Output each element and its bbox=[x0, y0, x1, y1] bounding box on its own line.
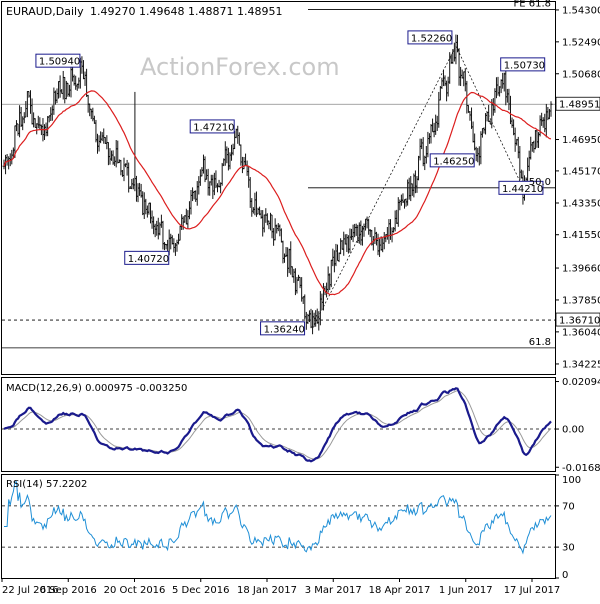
y-tick-label: 1.45170 bbox=[562, 166, 600, 177]
y-tick-label: 1.34225 bbox=[562, 359, 600, 370]
price-chart-title: EURAUD,Daily bbox=[6, 5, 84, 18]
x-tick-label: 22 Jul 2016 bbox=[2, 585, 59, 596]
annotation-box bbox=[498, 180, 544, 195]
macd-panel-frame bbox=[1, 377, 556, 472]
annotation-label: 1.47210 bbox=[193, 122, 234, 133]
annotation-label: 1.46250 bbox=[433, 156, 474, 167]
y-tick-label: 1.54300 bbox=[562, 5, 600, 16]
annotation-label: 1.40720 bbox=[128, 254, 169, 265]
level-label: 50.0 bbox=[529, 177, 551, 188]
y-tick-label: 1.46950 bbox=[562, 135, 600, 146]
annotation-label: 1.50940 bbox=[39, 57, 80, 68]
y-tick-label: 1.39660 bbox=[562, 264, 600, 275]
y-tick-label: 1.37850 bbox=[562, 295, 600, 306]
rsi-tick-label: 100 bbox=[562, 475, 581, 486]
annotation-label: 1.36240 bbox=[264, 324, 305, 335]
x-tick-label: 20 Oct 2016 bbox=[104, 585, 166, 596]
rsi-panel-frame bbox=[1, 474, 556, 579]
last-price-label: 1.48951 bbox=[559, 100, 600, 111]
annotation-label: 1.50730 bbox=[504, 60, 545, 71]
annotation-box bbox=[124, 250, 170, 265]
x-tick-label: 3 Mar 2017 bbox=[305, 585, 362, 596]
rsi-line bbox=[4, 481, 552, 555]
price-panel-frame bbox=[1, 1, 556, 375]
level-box-2 bbox=[555, 312, 600, 327]
annotation-box bbox=[407, 30, 453, 45]
macd-tick-label: -0.016849 bbox=[562, 463, 600, 474]
rsi-label: RSI(14) 57.2202 bbox=[6, 479, 87, 490]
x-tick-label: 1 Jun 2017 bbox=[439, 585, 493, 596]
macd-tick-label: 0.00 bbox=[562, 425, 584, 436]
level-label: 1.36710 bbox=[559, 316, 600, 327]
macd-tick-label: 0.020944 bbox=[562, 377, 600, 388]
y-tick-label: 1.36040 bbox=[562, 327, 600, 338]
projection-line-up bbox=[312, 45, 457, 329]
rsi-tick-label: 0 bbox=[562, 570, 568, 581]
y-tick-label: 1.52490 bbox=[562, 37, 600, 48]
rsi-tick-label: 30 bbox=[562, 543, 575, 554]
watermark: ActionForex.com bbox=[140, 53, 340, 81]
annotation-box bbox=[429, 153, 475, 168]
level-label: 61.8 bbox=[529, 337, 551, 348]
x-tick-label: 18 Jan 2017 bbox=[237, 585, 297, 596]
x-tick-label: 17 Jul 2017 bbox=[504, 585, 561, 596]
moving-average-line bbox=[3, 90, 552, 296]
level-label: FE 61.8 bbox=[513, 0, 551, 10]
macd-line bbox=[3, 387, 552, 463]
y-tick-label: 1.41550 bbox=[562, 230, 600, 241]
macd-label: MACD(12,26,9) 0.000975 -0.003250 bbox=[6, 383, 187, 394]
x-tick-label: 18 Apr 2017 bbox=[369, 585, 431, 596]
annotation-label: 1.44210 bbox=[502, 184, 543, 195]
rsi-tick-label: 70 bbox=[562, 501, 575, 512]
annotation-box bbox=[260, 321, 306, 336]
annotation-box bbox=[189, 119, 235, 134]
y-tick-label: 1.43350 bbox=[562, 198, 600, 209]
last-price-box bbox=[555, 96, 600, 111]
annotation-label: 1.52260 bbox=[411, 33, 452, 44]
annotation-box bbox=[500, 57, 546, 72]
x-tick-label: 5 Dec 2016 bbox=[172, 585, 230, 596]
ohlc-readout: 1.49270 1.49648 1.48871 1.48951 bbox=[90, 5, 282, 18]
y-tick-label: 1.50680 bbox=[562, 69, 600, 80]
annotation-box bbox=[35, 53, 81, 68]
x-tick-label: 6 Sep 2016 bbox=[40, 585, 97, 596]
